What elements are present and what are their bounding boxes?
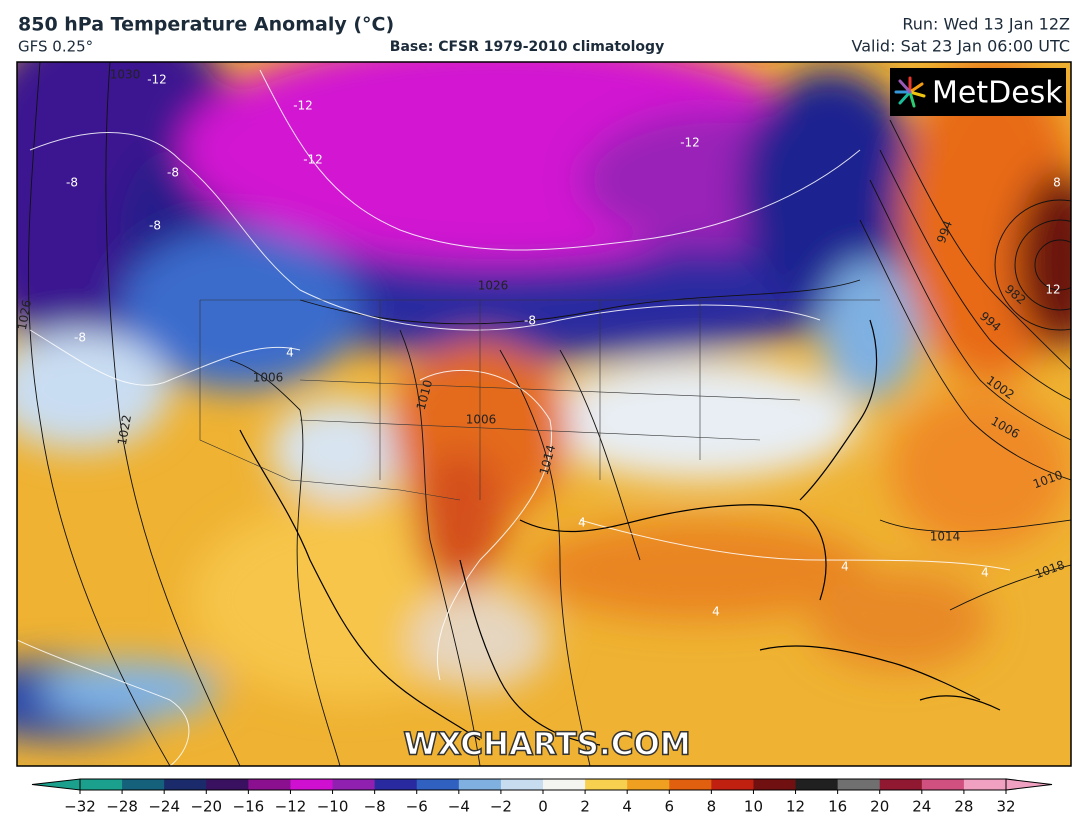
- colorbar-tick-label: 32: [996, 798, 1015, 816]
- colorbar-segment: [669, 779, 712, 790]
- colorbar-segment: [500, 779, 544, 790]
- map-label: -12: [303, 153, 323, 167]
- colorbar-tick-label: 12: [786, 798, 805, 816]
- colorbar-segment: [458, 779, 502, 790]
- colorbar-segment: [416, 779, 460, 790]
- colorbar-tick-label: 16: [828, 798, 847, 816]
- colorbar-segment: [80, 779, 123, 790]
- map-label: 4: [578, 516, 586, 530]
- colorbar-segment: [711, 779, 754, 790]
- map: -12 -12 -12 -12 -8 -8 -8 -8 -8 1026 1026…: [15, 62, 1071, 766]
- colorbar-segment: [122, 779, 165, 790]
- map-label: 4: [841, 560, 849, 574]
- map-label: 4: [981, 566, 989, 580]
- colorbar-segment: [290, 779, 334, 790]
- colorbar-segment: [879, 779, 923, 790]
- map-label: 4: [286, 346, 294, 360]
- anomaly-area: [410, 590, 550, 690]
- colorbar-end: [31, 778, 81, 791]
- anomaly-area: [530, 520, 870, 620]
- title: 850 hPa Temperature Anomaly (°C): [18, 14, 394, 36]
- map-label: 1026: [478, 279, 509, 293]
- map-label: 1014: [930, 530, 961, 544]
- colorbar-segment: [753, 779, 797, 790]
- anomaly-area: [415, 450, 505, 590]
- map-label: -12: [293, 99, 313, 113]
- anomaly-area: [810, 570, 990, 670]
- colorbar-tick-label: 20: [870, 798, 889, 816]
- anomaly-area: [820, 260, 920, 400]
- map-label: 1026: [15, 299, 34, 332]
- anomaly-area: [40, 660, 220, 720]
- map-label: -12: [680, 136, 700, 150]
- anomaly-area: [17, 330, 170, 450]
- colorbar-tick-label: −24: [148, 798, 180, 816]
- colorbar-tick-label: −8: [364, 798, 386, 816]
- valid: Valid: Sat 23 Jan 06:00 UTC: [852, 37, 1070, 56]
- map-label: -8: [167, 166, 179, 180]
- colorbar-tick-label: −2: [490, 798, 512, 816]
- colorbar-tick-label: −28: [106, 798, 138, 816]
- map-label: 1006: [466, 413, 497, 427]
- colorbar-segment: [585, 779, 628, 790]
- colorbar-tick-label: 2: [580, 798, 590, 816]
- map-label: 4: [712, 605, 720, 619]
- map-label: -8: [149, 219, 161, 233]
- colorbar-segment: [164, 779, 207, 790]
- colorbar-segment: [795, 779, 839, 790]
- colorbar-tick-label: −20: [190, 798, 222, 816]
- colorbar-tick-label: −10: [317, 798, 349, 816]
- anomaly-area: [1015, 170, 1071, 350]
- coastlines: [239, 319, 1001, 746]
- colorbar-segment: [921, 779, 965, 790]
- colorbar-tick-label: −16: [233, 798, 265, 816]
- model: GFS 0.25°: [18, 38, 93, 56]
- colorbar-segment: [543, 779, 586, 790]
- colorbar-tick-label: 28: [954, 798, 973, 816]
- isobars: [28, 62, 1071, 766]
- colorbar-tick-label: −12: [275, 798, 307, 816]
- colorbar-tick-label: −32: [64, 798, 96, 816]
- colorbar-tick-label: 4: [622, 798, 632, 816]
- map-label: -8: [524, 314, 536, 328]
- base: Base: CFSR 1979-2010 climatology: [390, 39, 664, 55]
- map-label: -12: [147, 73, 167, 87]
- colorbar-end: [1005, 778, 1053, 791]
- map-label: 1022: [115, 414, 134, 447]
- colorbar-tick-label: 10: [744, 798, 763, 816]
- map-label: 1030: [110, 68, 141, 82]
- map-label: -8: [74, 331, 86, 345]
- map-labels: -12 -12 -12 -12 -8 -8 -8 -8 -8 1026 1026…: [15, 68, 1067, 619]
- map-label: 1006: [253, 371, 284, 385]
- anomaly-area: [890, 390, 1070, 550]
- map-label: -8: [66, 176, 78, 190]
- colorbar-segment: [374, 779, 418, 790]
- colorbar-tick-label: −4: [448, 798, 470, 816]
- colorbar-segment: [963, 779, 1007, 790]
- colorbar-segment: [837, 779, 881, 790]
- colorbar-tick-label: 24: [912, 798, 931, 816]
- map-frame: [16, 61, 1072, 767]
- map-label: 12: [1045, 283, 1060, 297]
- colorbar: −32 −28 −24 −20 −16 −12 −10 −8 −6 −4 −2 0 2 4 6 8 10 12 16…: [31, 778, 1053, 816]
- borders: [199, 299, 880, 501]
- watermark: WXCHARTS.COM: [403, 727, 690, 763]
- colorbar-tick-label: 6: [664, 798, 674, 816]
- colorbar-tick-label: −6: [406, 798, 428, 816]
- colorbar-segment: [248, 779, 291, 790]
- colorbar-tick-label: 8: [707, 798, 717, 816]
- anomaly-area: [270, 400, 410, 500]
- colorbar-segment: [332, 779, 376, 790]
- anomaly-contours: [17, 69, 1011, 766]
- logo: MetDesk: [932, 76, 1063, 111]
- colorbar-segment: [627, 779, 670, 790]
- colorbar-segment: [206, 779, 249, 790]
- map-label: 8: [1053, 176, 1061, 190]
- run: Run: Wed 13 Jan 12Z: [902, 15, 1070, 34]
- logo-box: MetDesk: [890, 68, 1066, 116]
- colorbar-tick-label: 0: [538, 798, 548, 816]
